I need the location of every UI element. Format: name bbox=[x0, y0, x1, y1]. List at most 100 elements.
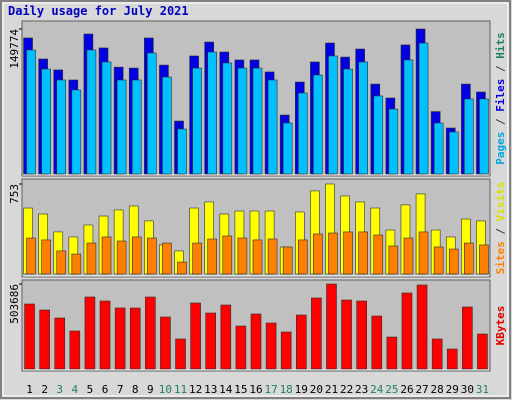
bar bbox=[265, 322, 277, 370]
bar bbox=[313, 233, 323, 275]
x-tick-label: 27 bbox=[415, 383, 428, 396]
bar bbox=[313, 74, 323, 175]
bar bbox=[446, 348, 458, 370]
legend-entry: Visits bbox=[494, 182, 507, 222]
x-tick-label: 31 bbox=[476, 383, 489, 396]
x-tick-label: 4 bbox=[72, 383, 79, 396]
x-tick-label: 20 bbox=[310, 383, 323, 396]
bar bbox=[252, 239, 263, 275]
bar bbox=[326, 283, 337, 370]
bar bbox=[418, 42, 429, 175]
bar bbox=[84, 296, 96, 370]
bar bbox=[479, 98, 489, 175]
x-tick-label: 19 bbox=[295, 383, 308, 396]
bar bbox=[388, 108, 399, 175]
bar bbox=[24, 303, 35, 370]
x-tick-label: 13 bbox=[204, 383, 217, 396]
x-tick-label: 17 bbox=[264, 383, 277, 396]
bar bbox=[356, 300, 367, 370]
x-tick-label: 28 bbox=[431, 383, 444, 396]
bar bbox=[311, 297, 322, 370]
bar bbox=[416, 284, 428, 370]
bar bbox=[131, 79, 142, 175]
bar bbox=[145, 296, 156, 370]
bar bbox=[222, 62, 233, 175]
bar bbox=[386, 336, 398, 370]
bar bbox=[388, 245, 399, 275]
bar bbox=[295, 314, 307, 370]
bar bbox=[401, 292, 413, 370]
y-axis-label: Sites / Visits bbox=[494, 182, 507, 275]
bar bbox=[373, 95, 384, 175]
legend-entry: Files bbox=[494, 79, 507, 112]
bar bbox=[267, 238, 278, 275]
x-tick-label: 6 bbox=[102, 383, 109, 396]
y-tick-label: 149774 bbox=[8, 29, 21, 69]
bar bbox=[373, 234, 384, 275]
x-tick-label: 7 bbox=[117, 383, 124, 396]
bar bbox=[175, 338, 186, 370]
bar bbox=[464, 242, 474, 275]
bar bbox=[403, 237, 414, 275]
x-tick-label: 15 bbox=[234, 383, 247, 396]
bar bbox=[41, 239, 51, 275]
x-tick-label: 2 bbox=[41, 383, 48, 396]
x-tick-label: 10 bbox=[159, 383, 172, 396]
bar bbox=[71, 253, 82, 275]
bar bbox=[99, 300, 111, 370]
legend-entry: / bbox=[494, 65, 507, 72]
bar bbox=[26, 49, 36, 175]
bar bbox=[448, 248, 459, 275]
legend-entry: Sites bbox=[494, 241, 507, 274]
bar bbox=[464, 98, 474, 175]
y-tick-label: 503686 bbox=[8, 284, 21, 324]
x-tick-label: 11 bbox=[174, 383, 187, 396]
bar bbox=[192, 242, 202, 275]
bar bbox=[280, 331, 292, 370]
bar bbox=[237, 237, 248, 275]
bar bbox=[282, 246, 293, 275]
x-tick-label: 24 bbox=[370, 383, 384, 396]
bar bbox=[86, 49, 97, 175]
bar bbox=[177, 261, 187, 275]
x-tick-label: 8 bbox=[132, 383, 139, 396]
bar bbox=[116, 240, 127, 275]
bar bbox=[343, 231, 353, 275]
bar bbox=[418, 231, 429, 275]
bar bbox=[343, 68, 353, 175]
x-tick-label: 29 bbox=[446, 383, 459, 396]
bar bbox=[250, 313, 262, 370]
x-tick-label: 5 bbox=[87, 383, 94, 396]
bar bbox=[71, 89, 82, 175]
bar bbox=[433, 246, 444, 275]
x-tick-label: 14 bbox=[219, 383, 233, 396]
bar bbox=[207, 51, 218, 175]
bar bbox=[328, 232, 338, 275]
legend-entry: / bbox=[494, 228, 507, 235]
bar bbox=[341, 299, 352, 370]
bar bbox=[267, 79, 278, 175]
bar bbox=[56, 79, 67, 175]
bar bbox=[403, 59, 414, 175]
y-tick-label: 753 bbox=[8, 184, 21, 204]
bar bbox=[282, 122, 293, 175]
bar bbox=[222, 235, 233, 275]
y-axis-label: Pages / Files / Hits bbox=[494, 32, 507, 165]
legend-entry: Hits bbox=[494, 32, 507, 59]
x-tick-label: 26 bbox=[400, 383, 413, 396]
bar bbox=[235, 325, 247, 370]
bar bbox=[26, 237, 36, 275]
x-tick-label: 30 bbox=[461, 383, 474, 396]
x-tick-label: 16 bbox=[249, 383, 262, 396]
x-tick-label: 18 bbox=[280, 383, 293, 396]
x-tick-label: 9 bbox=[147, 383, 154, 396]
bar bbox=[462, 306, 473, 370]
bar bbox=[192, 67, 202, 175]
bar bbox=[297, 239, 308, 275]
bar bbox=[205, 312, 217, 370]
bar bbox=[101, 236, 112, 275]
bar bbox=[114, 307, 126, 370]
bar bbox=[371, 315, 383, 370]
